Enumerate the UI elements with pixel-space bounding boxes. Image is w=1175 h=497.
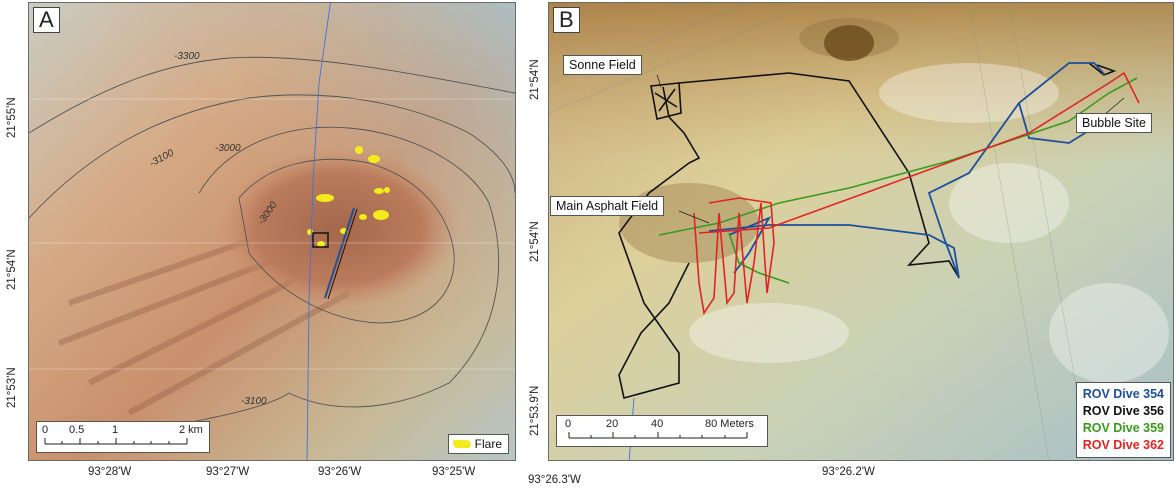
panel-b-x-tick: 93°26.2'W bbox=[822, 466, 875, 478]
panel-b-y-tick: 21°53.9'N bbox=[529, 385, 541, 436]
panel-b-y-tick: 21°54'N bbox=[529, 59, 541, 100]
legend-item-dive-359: ROV Dive 359 bbox=[1082, 421, 1164, 435]
callout-bubble-site: Bubble Site bbox=[1076, 113, 1152, 133]
panel-a-x-tick: 93°28'W bbox=[88, 466, 132, 478]
panel-a-x-tick: 93°27'W bbox=[206, 466, 250, 478]
flare-swatch bbox=[452, 440, 471, 448]
scale-label: 0 bbox=[42, 424, 49, 436]
scale-label: 1 bbox=[112, 424, 119, 436]
dive-legend: ROV Dive 354 ROV Dive 356 ROV Dive 359 R… bbox=[1075, 382, 1171, 458]
contour-label: -3100 bbox=[241, 396, 267, 407]
scale-bar-graphic bbox=[44, 438, 188, 445]
legend-item-dive-356: ROV Dive 356 bbox=[1082, 404, 1164, 418]
scale-label: 20 bbox=[606, 418, 619, 430]
panel-b-map: B Sonne Field Main Asphalt Field Bubble … bbox=[548, 2, 1174, 461]
legend-item-dive-354: ROV Dive 354 bbox=[1082, 387, 1164, 401]
flare-legend: Flare bbox=[447, 434, 509, 454]
panel-a-y-tick: 21°54'N bbox=[6, 249, 18, 290]
scale-label: 0.5 bbox=[69, 424, 85, 436]
panel-a-label: A bbox=[33, 7, 60, 33]
bathymetry-map-a bbox=[29, 3, 515, 460]
panel-a-x-tick: 93°25'W bbox=[432, 466, 476, 478]
callout-main-asphalt-field: Main Asphalt Field bbox=[550, 196, 665, 216]
panel-b-y-tick: 21°54'N bbox=[529, 221, 541, 262]
scale-bar-graphic bbox=[568, 432, 748, 439]
scale-label: 80 Meters bbox=[705, 418, 754, 430]
scale-label: 40 bbox=[651, 418, 664, 430]
panel-b-x-tick: 93°26.3'W bbox=[528, 474, 581, 486]
contour-label: -3000 bbox=[215, 143, 241, 154]
flare-legend-label: Flare bbox=[474, 437, 502, 451]
panel-a-map: A -3300 -3100 -3000 -3000 -3100 0 0.5 1 … bbox=[28, 2, 516, 461]
contour-label: -3300 bbox=[174, 51, 200, 62]
scale-label: 2 km bbox=[179, 424, 203, 436]
callout-sonne-field: Sonne Field bbox=[563, 55, 642, 75]
scale-label: 0 bbox=[565, 418, 572, 430]
panel-a-x-tick: 93°26'W bbox=[318, 466, 362, 478]
scale-bar: 0 20 40 80 Meters bbox=[556, 415, 768, 447]
scale-bar: 0 0.5 1 2 km bbox=[36, 421, 210, 453]
panel-b-label: B bbox=[553, 7, 580, 33]
panel-a-y-tick: 21°55'N bbox=[6, 97, 18, 138]
panel-a-y-tick: 21°53'N bbox=[6, 367, 18, 408]
legend-item-dive-362: ROV Dive 362 bbox=[1082, 438, 1164, 452]
